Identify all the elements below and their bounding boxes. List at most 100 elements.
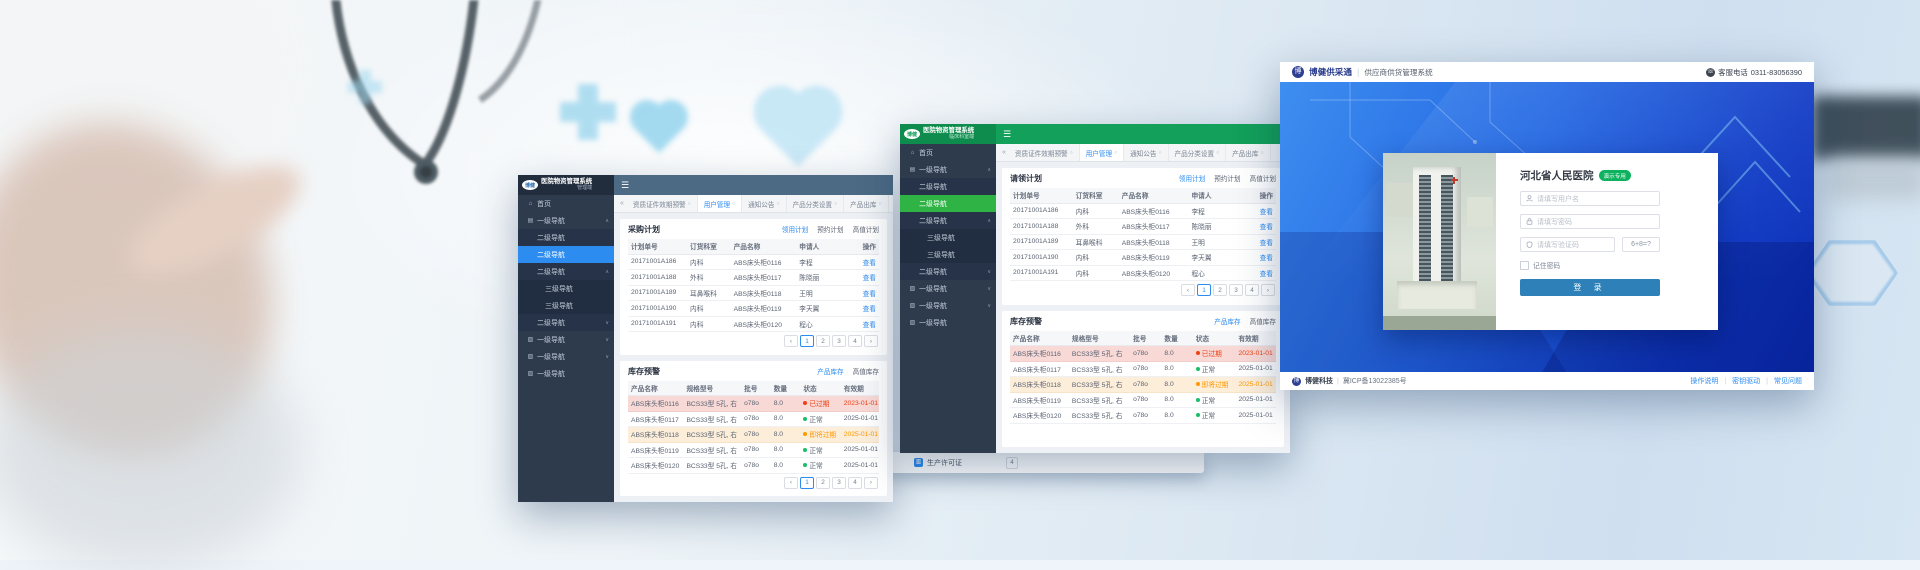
link-manual[interactable]: 操作说明 <box>1690 378 1719 385</box>
tab-user-management[interactable]: 用户管理 ○ <box>1079 144 1125 161</box>
collapse-tabs-icon[interactable]: « <box>620 200 624 207</box>
tab-category[interactable]: 产品分类设置 ○ <box>1169 144 1227 161</box>
link-key-driver[interactable]: 密钥驱动 <box>1732 378 1761 385</box>
status-badge: 正常 <box>809 447 823 455</box>
view-link[interactable]: 查看 <box>862 290 876 298</box>
captcha-field[interactable]: 请填写验证码 <box>1520 237 1615 252</box>
chevron-up-icon: ∧ <box>987 217 991 224</box>
sidebar-item-nav2-collapsed[interactable]: 二级导航 ∨ <box>900 263 996 280</box>
sidebar-item-nav1[interactable]: ▧ 一级导航 <box>527 370 565 378</box>
page-2[interactable]: 2 <box>816 335 830 347</box>
sidebar-item-nav1[interactable]: ▧ 一级导航 ∨ <box>527 353 609 361</box>
sidebar-item-nav2[interactable]: 二级导航 <box>518 229 614 246</box>
sidebar-item-nav3[interactable]: 三级导航 <box>518 297 614 314</box>
sidebar-item-nav2-collapsed[interactable]: 二级导航 ∨ <box>518 314 614 331</box>
view-link[interactable]: 查看 <box>1259 224 1273 232</box>
tab-notice[interactable]: 通知公告 ○ <box>1124 144 1169 161</box>
view-link[interactable]: 查看 <box>1259 239 1273 247</box>
view-link[interactable]: 查看 <box>862 275 876 283</box>
tab-category[interactable]: 产品分类设置 ○ <box>787 195 845 212</box>
link-lingyong-plan[interactable]: 领用计划 <box>1178 176 1206 183</box>
sidebar-item-nav2[interactable]: 二级导航 <box>900 178 996 195</box>
sidebar-item-nav1[interactable]: ▤ 一级导航 ∧ <box>527 217 609 225</box>
sidebar-item-home[interactable]: ⌂ 首页 <box>528 200 551 208</box>
tab-cert-warning[interactable]: 资质证件效期预警 ○ <box>1009 144 1080 161</box>
view-link[interactable]: 查看 <box>862 259 876 267</box>
page-1[interactable]: 1 <box>800 476 814 489</box>
license-page-4[interactable]: 4 <box>1006 456 1018 469</box>
page-2[interactable]: 2 <box>1213 284 1227 296</box>
hamburger-icon[interactable]: ☰ <box>621 179 630 190</box>
sidebar-item-nav1[interactable]: ▧ 一级导航 ∨ <box>909 302 991 310</box>
link-faq[interactable]: 常见问题 <box>1774 378 1802 385</box>
page-prev[interactable]: ‹ <box>1181 284 1195 296</box>
card-title: 采购计划 <box>628 225 660 234</box>
sidebar-item-nav2-expand[interactable]: 二级导航 ∧ <box>900 212 996 229</box>
link-yuyue-plan[interactable]: 预约计划 <box>817 227 844 234</box>
page-1[interactable]: 1 <box>1197 284 1211 296</box>
sidebar-item-nav1[interactable]: ▤ 一级导航 ∧ <box>909 166 991 174</box>
login-button[interactable]: 登 录 <box>1520 279 1660 296</box>
sidebar-item-nav2-expand[interactable]: 二级导航 ∧ <box>518 263 614 280</box>
sidebar-item-nav1[interactable]: ▧ 一级导航 ∨ <box>909 285 991 293</box>
page-prev[interactable]: ‹ <box>784 476 798 489</box>
page-3[interactable]: 3 <box>1229 284 1243 296</box>
view-link[interactable]: 查看 <box>862 306 876 314</box>
service-phone: ☏ 客服电话 0311-83056390 <box>1706 67 1802 78</box>
page-4[interactable]: 4 <box>1245 284 1259 296</box>
license-icon: ▥ <box>914 458 923 467</box>
page-4[interactable]: 4 <box>848 335 862 347</box>
page-prev[interactable]: ‹ <box>784 335 798 347</box>
supplier-login-window: 博 博健供采通 | 供应商供货管理系统 ☏ 客服电话 0311-83056390 <box>1280 62 1814 390</box>
brand-logo-icon: 博健 <box>522 180 538 190</box>
tab-notice[interactable]: 通知公告 ○ <box>742 195 787 212</box>
page-3[interactable]: 3 <box>832 335 846 347</box>
link-gaozhi-plan[interactable]: 高值计划 <box>852 227 879 234</box>
view-link[interactable]: 查看 <box>862 321 876 329</box>
table-row: 20171001A190 内科 ABS床头柜0119 李天翼 查看 <box>628 301 879 317</box>
tab-outbound[interactable]: 产品出库 ○ <box>844 195 889 212</box>
page-3[interactable]: 3 <box>832 476 846 489</box>
tab-user-management[interactable]: 用户管理 ○ <box>697 195 743 212</box>
page-1[interactable]: 1 <box>800 335 814 347</box>
sidebar-item-nav2-active[interactable]: 二级导航 <box>518 246 614 263</box>
link-highvalue-stock[interactable]: 高值库存 <box>1249 318 1276 326</box>
link-highvalue-stock[interactable]: 高值库存 <box>852 368 879 376</box>
admin-window: 博健 医院物资管理系统 管理端 ⌂ 首页 ▤ 一级导航 ∧ 二级导航 二级导航 二级导航… <box>518 175 893 502</box>
view-link[interactable]: 查看 <box>1259 270 1273 278</box>
sidebar-item-nav3[interactable]: 三级导航 <box>518 280 614 297</box>
link-gaozhi-plan[interactable]: 高值计划 <box>1249 176 1276 183</box>
page-next[interactable]: › <box>864 476 878 489</box>
password-field[interactable]: 请填写密码 <box>1520 214 1660 229</box>
sidebar-item-nav3[interactable]: 三级导航 <box>900 246 996 263</box>
link-lingyong-plan[interactable]: 领用计划 <box>781 227 809 234</box>
card-title: 库存预警 <box>628 366 660 376</box>
hamburger-icon[interactable]: ☰ <box>1003 128 1012 139</box>
chevron-down-icon: ∨ <box>605 336 609 343</box>
link-product-stock[interactable]: 产品库存 <box>817 368 844 376</box>
tab-outbound[interactable]: 产品出库 ○ <box>1226 144 1271 161</box>
page-next[interactable]: › <box>1261 284 1275 296</box>
username-field[interactable]: 请填写用户名 <box>1520 191 1660 206</box>
table-header: 计划单号 订货科室 产品名称 申请人 操作 <box>628 239 879 255</box>
tab-cert-warning[interactable]: 资质证件效期预警 ○ <box>627 195 698 212</box>
link-product-stock[interactable]: 产品库存 <box>1214 318 1241 326</box>
sidebar-item-nav3[interactable]: 三级导航 <box>900 229 996 246</box>
tab-dot-icon: ○ <box>1216 149 1220 156</box>
view-link[interactable]: 查看 <box>1259 255 1273 263</box>
page-next[interactable]: › <box>864 335 878 347</box>
sidebar-item-nav2-active[interactable]: 二级导航 <box>900 195 996 212</box>
captcha-question[interactable]: 6+8=? <box>1622 237 1660 252</box>
remember-checkbox[interactable] <box>1520 260 1529 270</box>
hospital-building-image <box>1383 153 1496 330</box>
sidebar-item-home[interactable]: ⌂ 首页 <box>910 149 933 157</box>
sidebar-item-nav1[interactable]: ▧ 一级导航 <box>909 319 947 327</box>
link-yuyue-plan[interactable]: 预约计划 <box>1214 176 1241 183</box>
collapse-tabs-icon[interactable]: « <box>1002 149 1006 156</box>
sidebar-item-nav1[interactable]: ▧ 一级导航 ∨ <box>527 336 609 344</box>
page-4[interactable]: 4 <box>848 476 862 489</box>
page-2[interactable]: 2 <box>816 476 830 489</box>
status-badge: 正常 <box>1201 413 1216 421</box>
status-badge: 即将过期 <box>809 432 837 440</box>
view-link[interactable]: 查看 <box>1259 208 1273 216</box>
